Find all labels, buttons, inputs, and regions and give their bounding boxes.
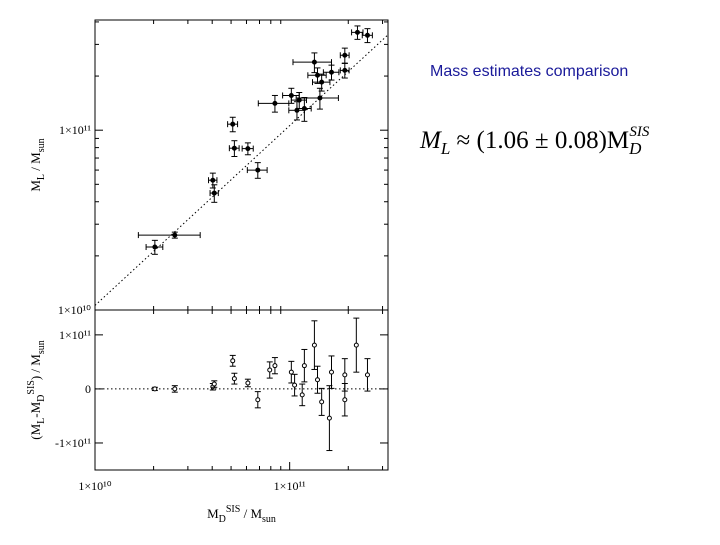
y-tick-label: 1×10¹¹ (59, 328, 91, 342)
x-tick-label: 1×10¹⁰ (78, 479, 111, 493)
formula-part: SIS (629, 124, 649, 140)
formula-part: D (628, 139, 642, 158)
data-point (172, 232, 178, 238)
y-tick-label: -1×10¹¹ (55, 436, 91, 450)
formula-part: ± (529, 127, 555, 154)
axis-title: ML / Msun (28, 138, 47, 191)
slide-title: Mass estimates comparison (430, 63, 628, 80)
axis-title: MDSIS / Msun (207, 504, 276, 525)
y-tick-label: 1×10¹⁰ (58, 303, 91, 317)
data-point (211, 190, 217, 196)
data-point (311, 59, 317, 65)
data-point (211, 381, 217, 387)
data-point (152, 244, 158, 250)
axis-title-part: SIS (226, 504, 240, 515)
plot-area (95, 25, 388, 306)
axis-title-part: (M (28, 423, 43, 439)
data-point (342, 67, 348, 73)
data-point (296, 97, 302, 103)
data-point (299, 392, 305, 398)
data-point (353, 342, 359, 348)
y-tick-label: 0 (85, 382, 91, 396)
data-point (230, 121, 236, 127)
data-point (326, 415, 332, 421)
x-tick-label: 1×10¹¹ (274, 479, 306, 493)
data-point (342, 52, 348, 58)
data-point (172, 386, 178, 392)
plot-frame (94, 309, 389, 471)
data-point (230, 358, 236, 364)
axis-title-part: ) / M (28, 354, 43, 380)
data-point (315, 72, 321, 78)
plot-area (95, 317, 388, 452)
data-point (255, 397, 261, 403)
axis-title-part: D (36, 395, 47, 402)
data-point (319, 399, 325, 405)
axis-title: (ML-MDSIS) / Msun (26, 340, 47, 439)
data-point (311, 342, 317, 348)
axis-title-part: SIS (26, 380, 37, 394)
data-point (301, 363, 307, 369)
axis-title-part: M (207, 506, 219, 521)
formula-part: 0.08 (555, 127, 599, 154)
data-point (315, 377, 321, 383)
formula-part: )M (599, 127, 630, 154)
axis-title-part: sun (262, 514, 276, 525)
axis-title-part: -M (28, 401, 43, 417)
data-point (328, 369, 334, 375)
formula-part: L (440, 139, 450, 158)
data-point (267, 367, 273, 373)
data-point (364, 32, 370, 38)
axis-title-part: D (219, 514, 226, 525)
data-point (288, 369, 294, 375)
data-point (317, 95, 323, 101)
data-point (231, 376, 237, 382)
data-point (319, 79, 325, 85)
axis-title-part: sun (36, 138, 47, 152)
data-point (272, 100, 278, 106)
formula-part: ≈ ( (450, 127, 485, 154)
y-tick-label: 1×10¹¹ (59, 123, 91, 137)
data-point (288, 92, 294, 98)
data-point (245, 380, 251, 386)
axis-title-part: L (36, 418, 47, 424)
data-point (255, 167, 261, 173)
data-point (301, 106, 307, 112)
data-point (328, 69, 334, 75)
data-point (364, 372, 370, 378)
fit-line (95, 34, 388, 306)
axis-title-part: sun (36, 340, 47, 354)
data-point (210, 177, 216, 183)
data-point (342, 397, 348, 403)
data-point (342, 372, 348, 378)
data-point (231, 145, 237, 151)
formula: ML ≈ (1.06 ± 0.08)MDSIS (419, 124, 650, 158)
axis-title-part: / M (240, 506, 262, 521)
data-point (272, 363, 278, 369)
formula-part: 1.06 (485, 127, 529, 154)
data-point (245, 146, 251, 152)
axis-title-part: M (28, 180, 43, 192)
axis-title-part: / M (28, 152, 43, 174)
formula-part: M (419, 127, 442, 154)
data-point (152, 386, 158, 392)
data-point (292, 382, 298, 388)
data-point (354, 29, 360, 35)
axis-title-part: L (36, 174, 47, 180)
